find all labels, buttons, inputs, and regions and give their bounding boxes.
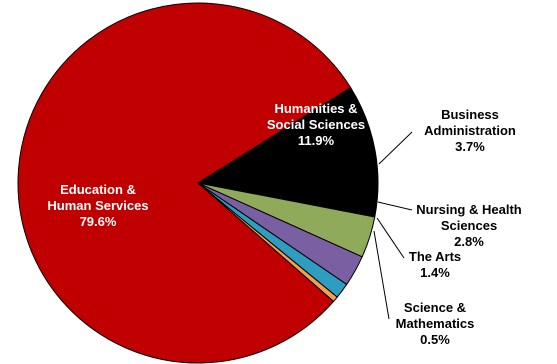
leader-line bbox=[377, 201, 413, 211]
slice-value-label: 11.9% bbox=[298, 133, 335, 148]
slice-value-label: 79.6% bbox=[80, 214, 117, 229]
slice-category-label: Mathematics bbox=[396, 316, 475, 331]
slice-labels: Humanities & Social Sciences 11.9% Business… bbox=[47, 101, 521, 347]
slice-label: Nursing & Health Sciences 2.8% bbox=[416, 202, 522, 249]
slice-value-label: 2.8% bbox=[454, 234, 484, 249]
slice-label: Humanities & Social Sciences 11.9% bbox=[267, 101, 365, 148]
slice-category-label: Science & bbox=[404, 300, 466, 315]
pie-slice-humanities-social-sciences bbox=[196, 86, 379, 218]
pie-slices bbox=[17, 2, 379, 364]
slice-category-label: Humanities & bbox=[274, 101, 357, 116]
slice-label: Education & Human Services 79.6% bbox=[47, 182, 148, 229]
slice-category-label: Sciences bbox=[441, 218, 497, 233]
slice-category-label: Administration bbox=[424, 123, 516, 138]
leader-line bbox=[378, 131, 413, 165]
slice-label: The Arts 1.4% bbox=[409, 249, 461, 280]
slice-category-label: Business bbox=[441, 107, 499, 122]
slice-category-label: Education & bbox=[60, 182, 136, 197]
slice-label: Science & Mathematics 0.5% bbox=[396, 300, 475, 347]
slice-label: Business Administration 3.7% bbox=[424, 107, 516, 154]
slice-category-label: Human Services bbox=[47, 198, 148, 213]
slice-value-label: 3.7% bbox=[455, 139, 485, 154]
slice-value-label: 1.4% bbox=[420, 265, 450, 280]
slice-category-label: Nursing & Health bbox=[416, 202, 522, 217]
pie-slice-education-human-services bbox=[17, 2, 352, 364]
leader-line bbox=[376, 217, 405, 259]
slice-category-label: Social Sciences bbox=[267, 117, 365, 132]
leader-line bbox=[373, 230, 390, 320]
leader-lines bbox=[373, 131, 413, 320]
slice-value-label: 0.5% bbox=[420, 332, 450, 347]
slice-category-label: The Arts bbox=[409, 249, 461, 264]
